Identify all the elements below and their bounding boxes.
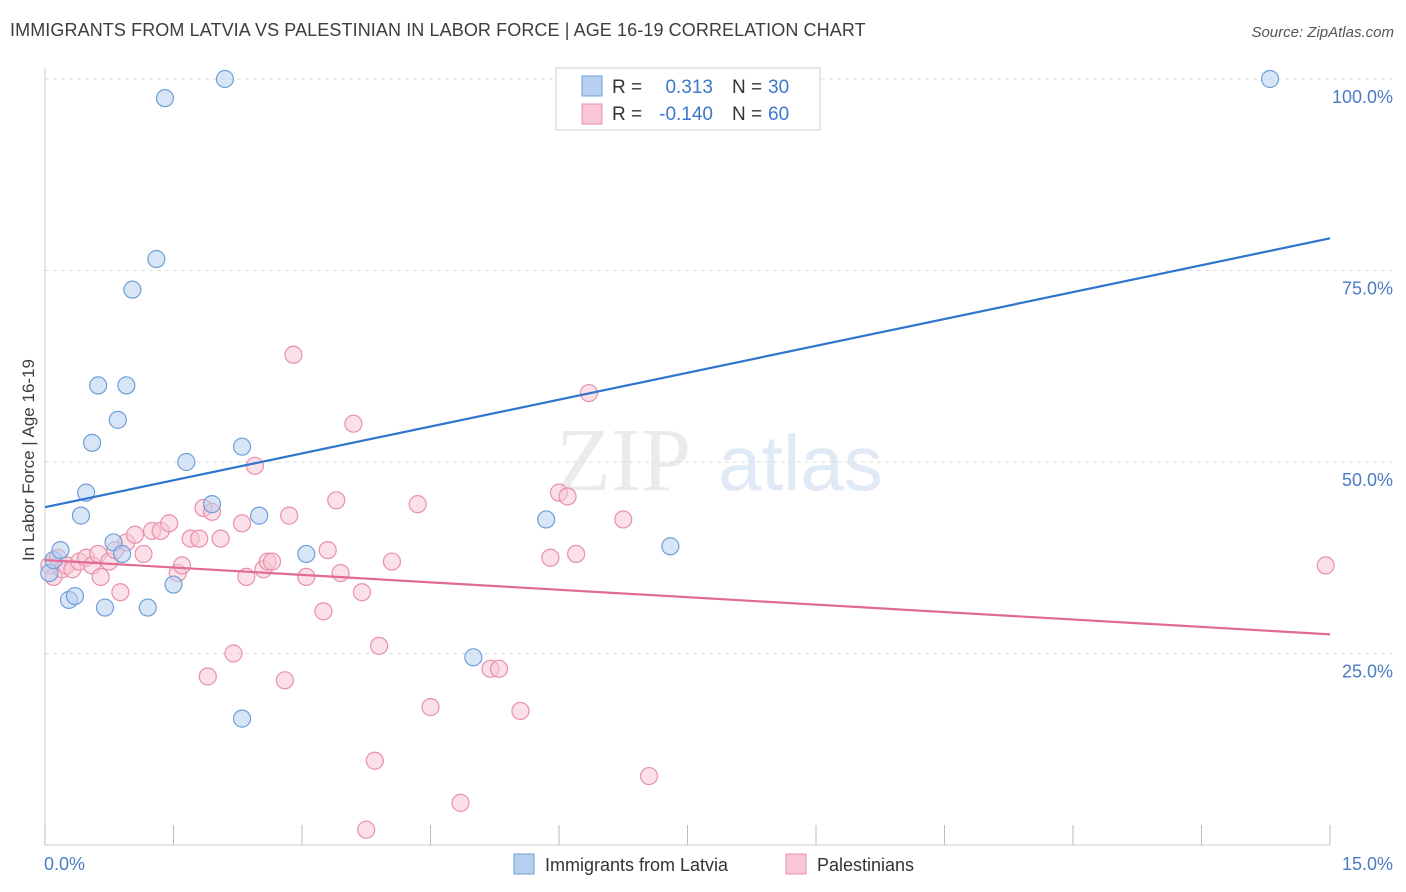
point-palestinians — [567, 544, 586, 564]
point-palestinians — [614, 510, 633, 529]
regression-line-palestinians — [44, 558, 1331, 636]
point-palestinians — [275, 671, 294, 690]
legend-n-label-1: N = — [732, 77, 762, 98]
point-latvia — [138, 598, 157, 617]
point-latvia — [202, 495, 222, 514]
point-palestinians — [352, 583, 372, 602]
point-palestinians — [1316, 556, 1335, 575]
source-label: Source: ZipAtlas.com — [1251, 24, 1394, 41]
watermark: ZIP atlas — [556, 411, 883, 510]
y-tick-label: 25.0% — [1342, 662, 1393, 682]
stats-legend: R = 0.313 N = 30 R = -0.140 N = 60 — [555, 67, 821, 131]
y-tick-label: 50.0% — [1342, 470, 1393, 490]
watermark-atlas: atlas — [718, 419, 883, 507]
point-palestinians — [382, 552, 402, 571]
x-tick-label-min: 0.0% — [44, 854, 85, 874]
legend-r-value-2: -0.140 — [659, 104, 713, 125]
point-palestinians — [331, 563, 350, 583]
point-palestinians — [489, 659, 509, 678]
series-legend-label-latvia: Immigrants from Latvia — [545, 855, 729, 875]
point-latvia — [147, 249, 166, 269]
point-palestinians — [451, 793, 470, 812]
regression-line-latvia — [44, 237, 1331, 509]
point-palestinians — [421, 698, 440, 717]
y-tick-label: 75.0% — [1342, 279, 1393, 299]
point-latvia — [51, 540, 70, 560]
point-latvia — [117, 376, 136, 395]
legend-swatch-pink — [581, 103, 603, 125]
point-latvia — [215, 69, 234, 89]
point-latvia — [155, 89, 175, 108]
point-palestinians — [327, 491, 346, 510]
chart-title: IMMIGRANTS FROM LATVIA VS PALESTINIAN IN… — [10, 20, 866, 40]
point-palestinians — [280, 506, 299, 525]
point-palestinians — [262, 552, 282, 571]
x-tick-label-max: 15.0% — [1342, 854, 1393, 874]
legend-r-label-2: R = — [612, 104, 642, 125]
point-latvia — [464, 648, 483, 667]
point-palestinians — [160, 514, 179, 533]
series-legend: Immigrants from Latvia Palestinians — [513, 853, 914, 875]
point-palestinians — [365, 751, 384, 770]
point-palestinians — [245, 456, 264, 475]
point-palestinians — [232, 514, 252, 533]
point-latvia — [71, 506, 91, 525]
point-palestinians — [297, 567, 316, 587]
point-palestinians — [541, 548, 560, 567]
point-palestinians — [134, 544, 153, 564]
point-latvia — [250, 506, 269, 525]
series-legend-label-palestinians: Palestinians — [817, 855, 914, 875]
watermark-zip: ZIP — [556, 411, 691, 510]
y-axis-label: In Labor Force | Age 16-19 — [19, 359, 38, 561]
legend-r-label-1: R = — [612, 77, 642, 98]
series-legend-swatch-palestinians — [785, 853, 807, 875]
point-latvia — [232, 709, 252, 728]
legend-r-value-1: 0.313 — [665, 77, 713, 98]
point-latvia — [83, 433, 102, 452]
point-palestinians — [357, 820, 376, 839]
point-palestinians — [211, 529, 230, 548]
point-palestinians — [284, 345, 303, 364]
point-latvia — [65, 586, 85, 606]
point-palestinians — [408, 495, 427, 514]
x-ticks — [44, 825, 1331, 845]
legend-swatch-blue — [581, 75, 603, 97]
point-palestinians — [224, 644, 243, 663]
point-latvia — [89, 376, 108, 395]
point-latvia — [112, 544, 132, 564]
series-latvia-points — [40, 69, 1280, 728]
point-palestinians — [639, 766, 659, 786]
point-palestinians — [511, 701, 530, 721]
point-latvia — [1260, 69, 1280, 89]
point-palestinians — [370, 636, 389, 655]
point-palestinians — [172, 556, 192, 575]
point-latvia — [297, 544, 316, 564]
legend-n-value-1: 30 — [768, 77, 789, 98]
point-latvia — [661, 537, 680, 556]
point-palestinians — [318, 540, 337, 560]
point-palestinians — [111, 583, 130, 602]
point-latvia — [177, 452, 196, 472]
point-palestinians — [190, 529, 209, 548]
point-palestinians — [91, 567, 110, 587]
series-legend-swatch-latvia — [513, 853, 535, 875]
y-tick-label: 100.0% — [1332, 87, 1393, 107]
point-latvia — [232, 437, 252, 456]
series-palestinians-points — [40, 345, 1335, 839]
point-palestinians — [198, 667, 217, 686]
legend-n-value-2: 60 — [768, 104, 789, 125]
point-latvia — [164, 575, 183, 594]
regression-lines — [44, 237, 1331, 636]
point-latvia — [537, 510, 556, 529]
point-palestinians — [344, 414, 363, 433]
point-palestinians — [314, 602, 333, 621]
point-latvia — [95, 598, 115, 617]
point-latvia — [108, 410, 127, 429]
legend-n-label-2: N = — [732, 104, 762, 125]
y-tick-labels: 25.0% 50.0% 75.0% 100.0% — [1332, 87, 1393, 682]
point-latvia — [123, 280, 142, 299]
point-palestinians — [558, 487, 577, 506]
point-palestinians — [125, 525, 145, 544]
